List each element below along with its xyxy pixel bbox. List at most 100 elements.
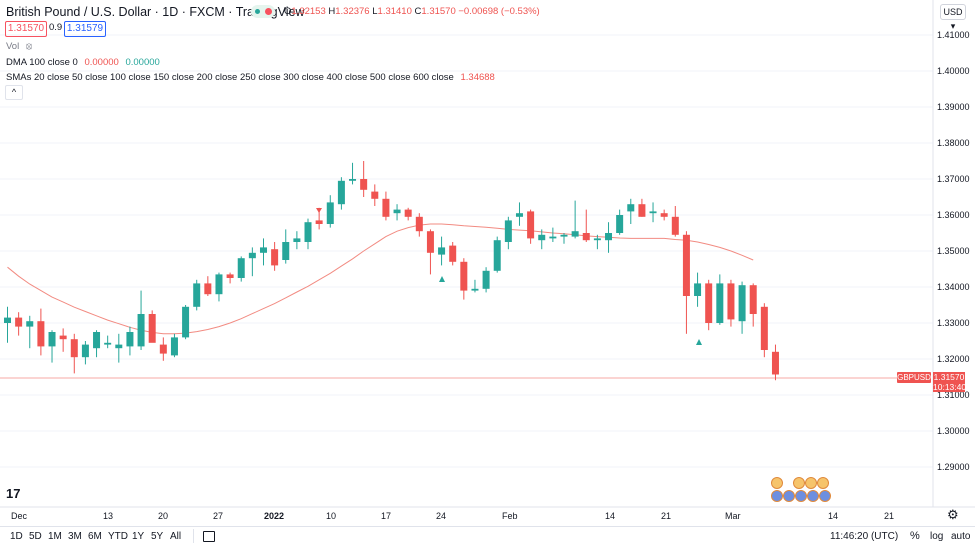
event-flag-icon[interactable] [817, 477, 829, 489]
ohlc-readout: O1.32153 H1.32376 L1.31410 C1.31570 −0.0… [284, 6, 540, 17]
event-flag-icon[interactable] [819, 490, 831, 502]
sma-label: SMAs 20 close 50 close 100 close 150 clo… [6, 72, 454, 83]
auto-scale-toggle[interactable]: auto [951, 531, 971, 542]
low-label: L [372, 6, 378, 17]
candle-body [360, 179, 368, 190]
buy-price-button[interactable]: 1.31579 [64, 21, 106, 37]
candle-body [771, 351, 779, 375]
event-flag-icon[interactable] [771, 477, 783, 489]
candle-body [81, 344, 89, 358]
eye-off-icon[interactable]: ⦻ [25, 41, 33, 52]
candle-body [738, 285, 746, 322]
range-button-6m[interactable]: 6M [88, 531, 102, 542]
sma-line [7, 223, 754, 335]
sma-value: 1.34688 [460, 72, 495, 83]
candle-body [716, 283, 724, 323]
tradingview-logo-icon[interactable]: 17 [6, 486, 21, 501]
candle-body [70, 339, 78, 358]
time-tick: Feb [502, 511, 518, 521]
candle-body [582, 233, 590, 241]
event-flag-icon[interactable] [783, 490, 795, 502]
candle-body [426, 231, 434, 253]
candle-body [237, 258, 245, 278]
candle-body [593, 238, 601, 241]
candle-body [104, 342, 112, 345]
candle-body [315, 220, 323, 224]
price-tag-value: 1.31570 [933, 372, 965, 382]
time-tick: 14 [828, 511, 839, 521]
event-flag-icon[interactable] [771, 490, 783, 502]
candle-body [37, 321, 45, 347]
time-tick: 20 [158, 511, 169, 521]
dma-legend[interactable]: DMA 100 close 0 0.00000 0.00000 [6, 57, 160, 68]
range-button-5y[interactable]: 5Y [151, 531, 164, 542]
utc-clock[interactable]: 11:46:20 (UTC) [830, 531, 899, 542]
event-flag-icon[interactable] [807, 490, 819, 502]
collapse-legend-button[interactable]: ^ [5, 85, 23, 100]
price-tick: 1.39000 [937, 102, 970, 112]
candle-body [271, 249, 279, 266]
open-label: O [284, 6, 292, 17]
price-tick: 1.38000 [937, 138, 970, 148]
candle-body [326, 202, 334, 224]
candle-body [438, 247, 446, 255]
range-button-1m[interactable]: 1M [48, 531, 62, 542]
candle-body [48, 332, 56, 347]
candle-body [571, 231, 579, 237]
candle-body [649, 211, 657, 214]
gear-icon[interactable]: ⚙ [947, 507, 959, 522]
candle-body [15, 317, 23, 327]
volume-label: Vol [6, 41, 20, 52]
candle-body [527, 211, 535, 239]
event-flag-icon[interactable] [805, 477, 817, 489]
percent-scale-toggle[interactable]: % [910, 530, 920, 542]
price-tick: 1.34000 [937, 282, 970, 292]
close-label: C [414, 6, 422, 17]
economic-events[interactable] [771, 477, 831, 502]
candle-body [337, 180, 345, 205]
candle-body [371, 191, 379, 199]
symbol-title[interactable]: British Pound / U.S. Dollar · 1D · FXCM … [6, 5, 305, 19]
candle-body [259, 247, 267, 253]
currency-select[interactable]: USD ▾ [940, 4, 966, 31]
sell-signal-marker [316, 208, 322, 213]
volume-legend[interactable]: Vol ⦻ [6, 41, 32, 52]
open-value: 1.32153 [291, 6, 326, 17]
candle-body [215, 274, 223, 295]
time-tick: 14 [605, 511, 616, 521]
range-button-1d[interactable]: 1D [10, 531, 23, 542]
calendar-icon[interactable] [203, 531, 215, 542]
log-scale-toggle[interactable]: log [930, 531, 944, 542]
candle-body [193, 283, 201, 307]
price-tag-symbol: GBPUSD [897, 372, 931, 383]
price-tick: 1.40000 [937, 66, 970, 76]
price-tick: 1.30000 [937, 426, 970, 436]
range-button-5d[interactable]: 5D [29, 531, 42, 542]
high-value: 1.32376 [335, 6, 370, 17]
range-button-all[interactable]: All [170, 531, 182, 542]
dma-value-1: 0.00000 [84, 57, 119, 68]
candle-body [148, 314, 156, 343]
sell-price-button[interactable]: 1.31570 [5, 21, 47, 37]
event-flag-icon[interactable] [795, 490, 807, 502]
range-button-1y[interactable]: 1Y [132, 531, 145, 542]
candle-body [549, 236, 557, 239]
price-tick: 1.35000 [937, 246, 970, 256]
range-button-ytd[interactable]: YTD [108, 531, 128, 542]
buy-signal-marker [696, 339, 702, 345]
price-tick: 1.37000 [937, 174, 970, 184]
time-tick: 17 [381, 511, 392, 521]
time-tick: 10 [326, 511, 337, 521]
price-tick: 1.31000 [937, 390, 970, 400]
time-tick: 2022 [264, 511, 285, 521]
range-button-3m[interactable]: 3M [68, 531, 82, 542]
dma-value-2: 0.00000 [125, 57, 160, 68]
candle-body [4, 317, 11, 323]
event-flag-icon[interactable] [793, 477, 805, 489]
candle-body [170, 337, 178, 356]
sma-legend[interactable]: SMAs 20 close 50 close 100 close 150 clo… [6, 72, 495, 83]
buy-signal-marker [439, 276, 445, 282]
candle-body [727, 283, 735, 320]
last-price-label: GBPUSD 1.31570 10:13:40 [897, 371, 966, 393]
